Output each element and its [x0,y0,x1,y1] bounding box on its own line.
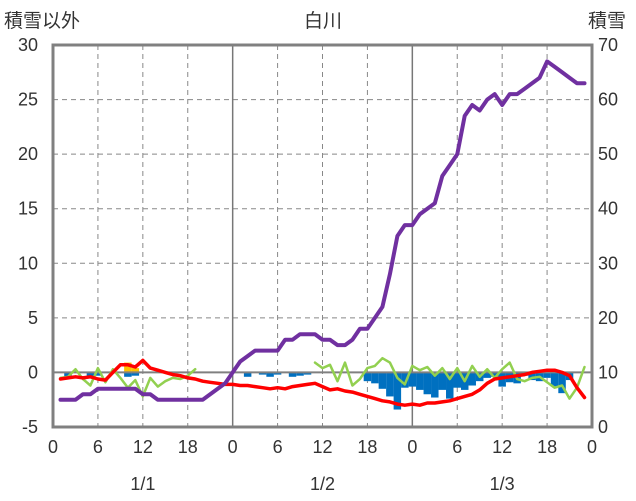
wind-line [313,356,586,400]
precipitation-bar [453,372,461,388]
precipitation-bar [371,372,379,384]
date-label: 1/2 [310,474,335,494]
frame-layer [51,43,594,429]
sunshine-bar [124,362,132,373]
right-tick-label: 20 [598,308,618,328]
precipitation-bar [431,372,439,398]
left-tick-label: 5 [28,308,38,328]
snow_depth-line [58,59,587,402]
precipitation-bar [528,372,536,381]
precipitation-bar [288,372,297,377]
precipitation-bar [86,372,95,377]
precipitation-bar [124,372,132,377]
x-tick-label: 0 [407,437,417,457]
x-tick-label: 12 [312,437,332,457]
precipitation-bar [408,372,417,387]
lines-layer [53,59,592,407]
left-tick-label: 15 [18,199,38,219]
precipitation-bar [543,372,551,378]
precipitation-bar [483,372,491,378]
x-tick-label: 6 [93,437,103,457]
left-tick-label: 20 [18,144,38,164]
precipitation-bar [94,372,102,376]
right-tick-label: 60 [598,90,618,110]
precipitation-bar [378,372,387,389]
sunshine-bar [131,368,140,373]
date-label: 1/3 [490,474,515,494]
x-tick-label: 12 [492,437,512,457]
right-tick-label: 10 [598,362,618,382]
temperature-line [58,358,587,407]
left-axis-title: 積雪以外 [4,10,81,32]
left-tick-label: 10 [18,253,38,273]
x-tick-label: 6 [452,437,462,457]
precipitation-bar [296,372,304,376]
chart-title: 白川 [304,10,343,32]
precipitation-bar [468,372,476,386]
precipitation-bar [266,372,274,377]
precipitation-bar [258,372,267,375]
precipitation-bar [438,372,447,390]
left-tick-label: -5 [22,417,38,437]
precipitation-bar [446,372,454,399]
x-tick-label: 18 [537,437,557,457]
x-tick-label: 12 [133,437,153,457]
right-tick-label: 70 [598,35,618,55]
plot-frame [51,43,594,429]
right-tick-label: 0 [598,417,608,437]
x-tick-label: 0 [587,437,597,457]
left-tick-label: 30 [18,35,38,55]
x-tick-label: 18 [357,437,377,457]
x-tick-label: 18 [178,437,198,457]
precipitation-bar [490,372,499,377]
left-tick-label: 25 [18,90,38,110]
precipitation-bar [401,372,409,388]
precipitation-bar [363,372,372,382]
precipitation-bar [273,372,282,375]
precipitation-bar [303,372,312,375]
precipitation-bar [550,372,559,387]
precipitation-bar [393,372,402,410]
date-label: 1/1 [130,474,155,494]
precipitation-bar [131,372,140,376]
x-tick-label: 0 [48,437,58,457]
x-tick-label: 6 [273,437,283,457]
left-tick-label: 0 [28,362,38,382]
grid-layer [53,45,592,427]
x-tick-label: 0 [228,437,238,457]
precipitation-bar [386,372,394,397]
precipitation-bar [243,372,252,377]
right-tick-label: 30 [598,253,618,273]
right-tick-label: 40 [598,199,618,219]
right-axis-title: 積雪 [588,10,627,32]
right-tick-label: 50 [598,144,618,164]
precipitation-bar [416,372,424,390]
precipitation-bar [423,372,432,395]
precipitation-bar [558,372,566,394]
